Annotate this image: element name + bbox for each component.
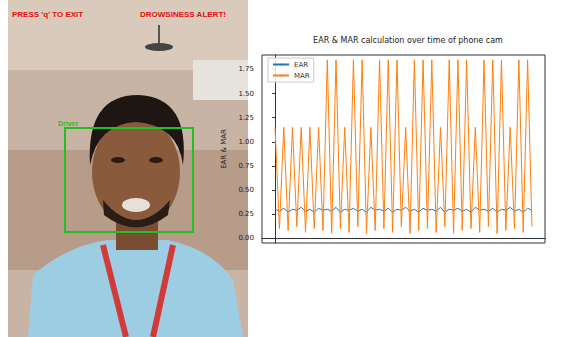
svg-text:1.50: 1.50	[238, 90, 254, 98]
svg-text:0.50: 0.50	[238, 186, 254, 194]
svg-text:DROWSINESS ALERT!: DROWSINESS ALERT!	[140, 10, 226, 19]
svg-text:0.25: 0.25	[238, 210, 254, 218]
svg-text:0.00: 0.00	[238, 234, 254, 242]
svg-text:1.00: 1.00	[238, 138, 254, 146]
svg-text:EAR & MAR calculation over tim: EAR & MAR calculation over time of phone…	[313, 36, 503, 45]
svg-text:EAR & MAR: EAR & MAR	[220, 129, 228, 169]
svg-text:PRESS 'q' TO EXIT: PRESS 'q' TO EXIT	[12, 10, 83, 19]
svg-text:EAR: EAR	[294, 61, 308, 69]
svg-text:MAR: MAR	[294, 72, 310, 80]
svg-text:Driver: Driver	[58, 120, 79, 127]
svg-text:1.75: 1.75	[238, 65, 254, 73]
svg-text:0.75: 0.75	[238, 162, 254, 170]
svg-text:1.25: 1.25	[238, 114, 254, 122]
